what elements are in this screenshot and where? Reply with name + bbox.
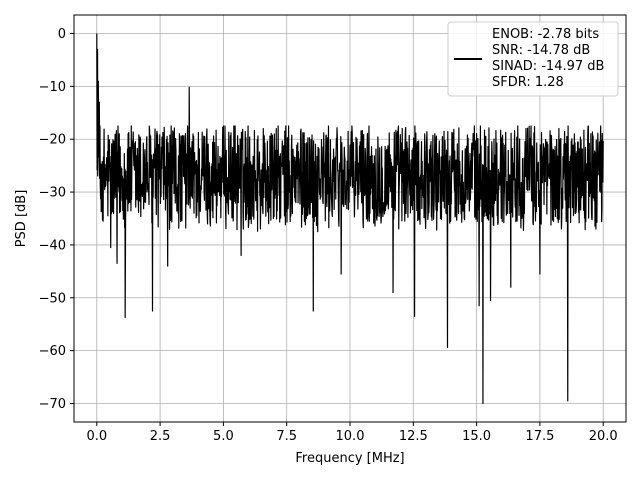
y-tick-label: −40 (39, 238, 66, 253)
legend-box (447, 21, 619, 97)
x-tick-label: 0.0 (86, 429, 107, 444)
psd-series-line (96, 33, 604, 405)
y-axis-ticks: 0 −10 −20 −30 −40 −50 −60 −70 (39, 27, 74, 412)
y-tick-label: −20 (39, 133, 66, 148)
y-tick-label: −10 (39, 80, 66, 95)
x-tick-label: 5.0 (213, 429, 234, 444)
x-tick-label: 2.5 (150, 429, 171, 444)
legend-entry-sinad: SINAD: -14.97 dB (492, 59, 604, 74)
legend-entry-sfdr: SFDR: 1.28 (492, 75, 564, 90)
y-tick-label: 0 (58, 27, 66, 42)
x-axis-ticks: 0.0 2.5 5.0 7.5 10.0 12.5 15.0 17.5 20.0 (86, 422, 618, 444)
legend: ENOB: -2.78 bits SNR: -14.78 dB SINAD: -… (447, 21, 619, 97)
series-layer (96, 33, 604, 405)
legend-entry-snr: SNR: -14.78 dB (492, 43, 590, 58)
y-tick-label: −70 (39, 397, 66, 412)
y-tick-label: −30 (39, 186, 66, 201)
y-axis-label: PSD [dB] (14, 190, 29, 248)
y-tick-label: −50 (39, 291, 66, 306)
x-axis-label: Frequency [MHz] (295, 451, 404, 466)
x-tick-label: 17.5 (525, 429, 554, 444)
x-tick-label: 7.5 (276, 429, 297, 444)
x-tick-label: 15.0 (462, 429, 491, 444)
x-tick-label: 10.0 (336, 429, 365, 444)
legend-entry-enob: ENOB: -2.78 bits (492, 27, 599, 42)
x-tick-label: 12.5 (399, 429, 428, 444)
x-tick-label: 20.0 (589, 429, 618, 444)
y-tick-label: −60 (39, 344, 66, 359)
